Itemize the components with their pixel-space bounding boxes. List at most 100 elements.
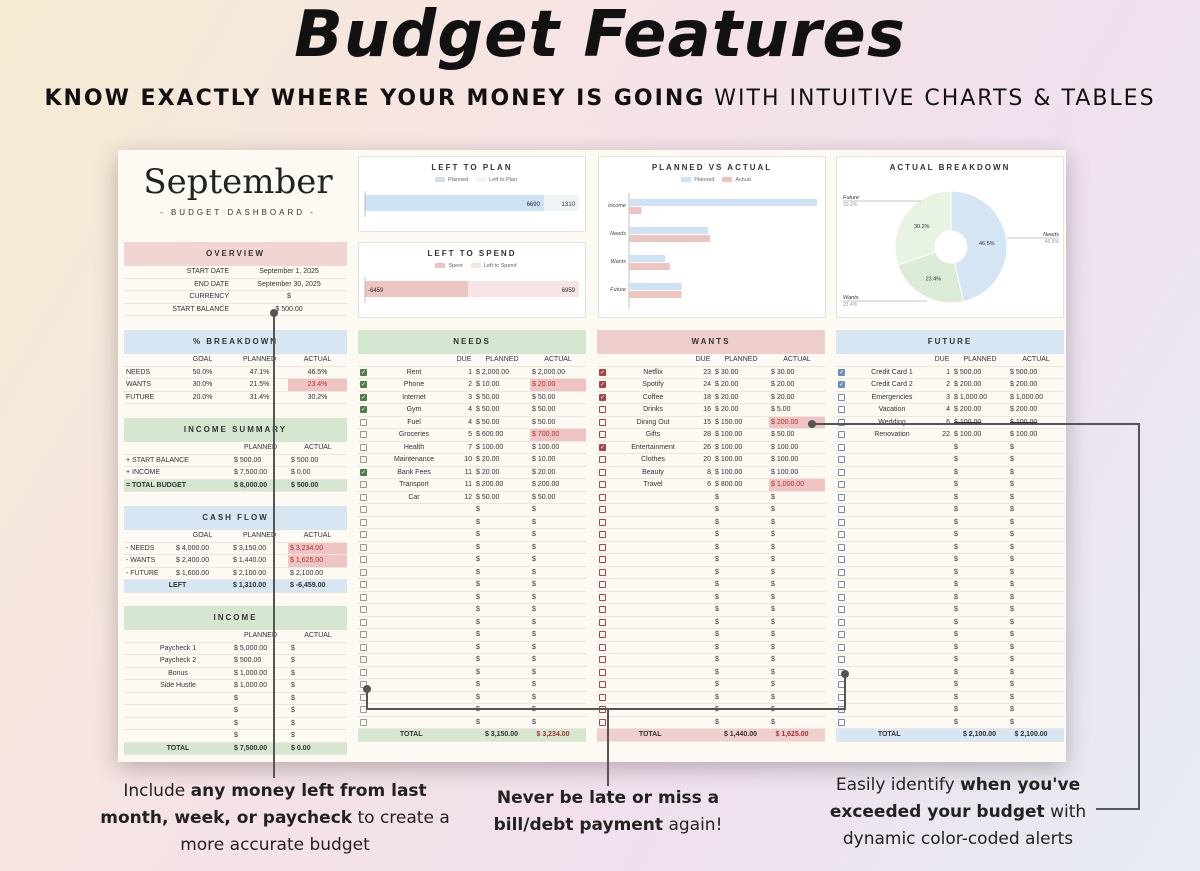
- needs-checkbox[interactable]: ✓: [360, 468, 367, 476]
- cash-flow-row-cell: $ 1,625.00: [288, 555, 347, 567]
- wants-checkbox-cell: ✓: [597, 379, 613, 391]
- future-checkbox[interactable]: [838, 518, 845, 526]
- needs-checkbox[interactable]: [360, 668, 367, 676]
- wants-checkbox[interactable]: [599, 531, 606, 538]
- wants-cell: $: [771, 693, 775, 701]
- wants-checkbox[interactable]: [599, 593, 606, 601]
- wants-checkbox[interactable]: ✓: [599, 393, 606, 401]
- left-to-plan-legend: Planned Left to Plan: [359, 177, 585, 183]
- needs-checkbox[interactable]: ✓: [360, 368, 367, 376]
- wants-cell: $ 20.00: [771, 381, 795, 388]
- future-checkbox[interactable]: [838, 581, 845, 588]
- future-checkbox[interactable]: [838, 493, 845, 501]
- wants-checkbox[interactable]: ✓: [599, 368, 606, 376]
- future-checkbox[interactable]: ✓: [838, 368, 845, 376]
- wants-checkbox[interactable]: ✓: [599, 443, 606, 451]
- wants-checkbox[interactable]: [599, 518, 606, 526]
- needs-checkbox-cell: [358, 717, 374, 729]
- wants-checkbox[interactable]: [599, 668, 606, 676]
- future-checkbox[interactable]: [838, 393, 845, 401]
- needs-cell: 11: [464, 468, 472, 476]
- needs-checkbox[interactable]: ✓: [360, 393, 367, 401]
- needs-checkbox[interactable]: [360, 543, 367, 551]
- wants-checkbox[interactable]: [599, 481, 606, 488]
- wants-checkbox[interactable]: [599, 468, 606, 476]
- future-checkbox[interactable]: [838, 606, 845, 613]
- future-checkbox[interactable]: [838, 506, 845, 513]
- future-checkbox[interactable]: [838, 406, 845, 413]
- future-cell: $: [1010, 668, 1014, 676]
- wants-checkbox[interactable]: [599, 431, 606, 438]
- future-checkbox[interactable]: ✓: [838, 381, 845, 388]
- needs-checkbox[interactable]: [360, 631, 367, 638]
- wants-total-cell: $ 1,440.00: [723, 731, 758, 738]
- needs-checkbox[interactable]: [360, 656, 367, 663]
- wants-checkbox[interactable]: [599, 631, 606, 638]
- needs-checkbox-cell: [358, 454, 374, 466]
- future-checkbox[interactable]: [838, 643, 845, 651]
- future-checkbox[interactable]: [838, 618, 845, 626]
- future-total-cell: $ 2,100.00: [1014, 731, 1048, 738]
- needs-checkbox[interactable]: [360, 506, 367, 513]
- future-checkbox[interactable]: [838, 531, 845, 538]
- needs-checkbox[interactable]: [360, 418, 367, 426]
- needs-checkbox[interactable]: [360, 531, 367, 538]
- future-checkbox[interactable]: [838, 543, 845, 551]
- future-checkbox[interactable]: [838, 718, 845, 726]
- needs-checkbox[interactable]: [360, 718, 367, 726]
- future-checkbox[interactable]: [838, 568, 845, 576]
- wants-checkbox[interactable]: [599, 406, 606, 413]
- wants-checkbox[interactable]: ✓: [599, 381, 606, 388]
- needs-row: Fuel 4 $ 50.00 $ 50.00: [358, 417, 586, 429]
- future-cell: [932, 604, 952, 616]
- actual-breakdown-pie: 46.5%23.4%30.2%Future30.2%Needs46.5%Want…: [843, 190, 1060, 308]
- needs-col-header-cell: ACTUAL: [544, 356, 572, 363]
- wants-cell: $ 100.00: [715, 443, 743, 451]
- wants-checkbox[interactable]: [599, 506, 606, 513]
- needs-checkbox[interactable]: [360, 443, 367, 451]
- wants-checkbox[interactable]: [599, 718, 606, 726]
- future-checkbox[interactable]: [838, 468, 845, 476]
- needs-checkbox[interactable]: [360, 431, 367, 438]
- needs-checkbox[interactable]: [360, 606, 367, 613]
- future-checkbox[interactable]: [838, 656, 845, 663]
- wants-checkbox[interactable]: [599, 693, 606, 701]
- left-to-plan-bar-left: [543, 195, 579, 211]
- future-checkbox[interactable]: [838, 418, 845, 426]
- wants-checkbox[interactable]: [599, 656, 606, 663]
- wants-checkbox[interactable]: [599, 606, 606, 613]
- wants-cell: [693, 492, 713, 504]
- needs-total-cell: $ 3,150.00: [484, 731, 519, 738]
- future-checkbox[interactable]: [838, 593, 845, 601]
- needs-checkbox[interactable]: ✓: [360, 381, 367, 388]
- wants-checkbox[interactable]: [599, 456, 606, 463]
- future-checkbox[interactable]: [838, 431, 845, 438]
- wants-checkbox[interactable]: [599, 493, 606, 501]
- wants-checkbox[interactable]: [599, 681, 606, 688]
- wants-checkbox[interactable]: [599, 556, 606, 563]
- needs-checkbox[interactable]: [360, 568, 367, 576]
- needs-checkbox[interactable]: [360, 518, 367, 526]
- wants-checkbox[interactable]: [599, 568, 606, 576]
- future-checkbox[interactable]: [838, 631, 845, 638]
- needs-checkbox[interactable]: [360, 618, 367, 626]
- needs-checkbox[interactable]: [360, 581, 367, 588]
- needs-checkbox[interactable]: [360, 481, 367, 488]
- needs-checkbox[interactable]: [360, 643, 367, 651]
- future-checkbox[interactable]: [838, 481, 845, 488]
- needs-checkbox[interactable]: [360, 456, 367, 463]
- future-checkbox[interactable]: [838, 456, 845, 463]
- wants-checkbox[interactable]: [599, 543, 606, 551]
- wants-checkbox[interactable]: [599, 643, 606, 651]
- wants-checkbox[interactable]: [599, 618, 606, 626]
- needs-checkbox[interactable]: [360, 493, 367, 501]
- needs-cell: $ 200.00: [476, 481, 504, 488]
- future-checkbox[interactable]: [838, 443, 845, 451]
- future-checkbox[interactable]: [838, 556, 845, 563]
- needs-checkbox[interactable]: [360, 556, 367, 563]
- wants-checkbox[interactable]: [599, 418, 606, 426]
- wants-checkbox[interactable]: [599, 581, 606, 588]
- needs-checkbox[interactable]: [360, 593, 367, 601]
- needs-checkbox[interactable]: ✓: [360, 406, 367, 413]
- needs-checkbox-cell: [358, 654, 374, 666]
